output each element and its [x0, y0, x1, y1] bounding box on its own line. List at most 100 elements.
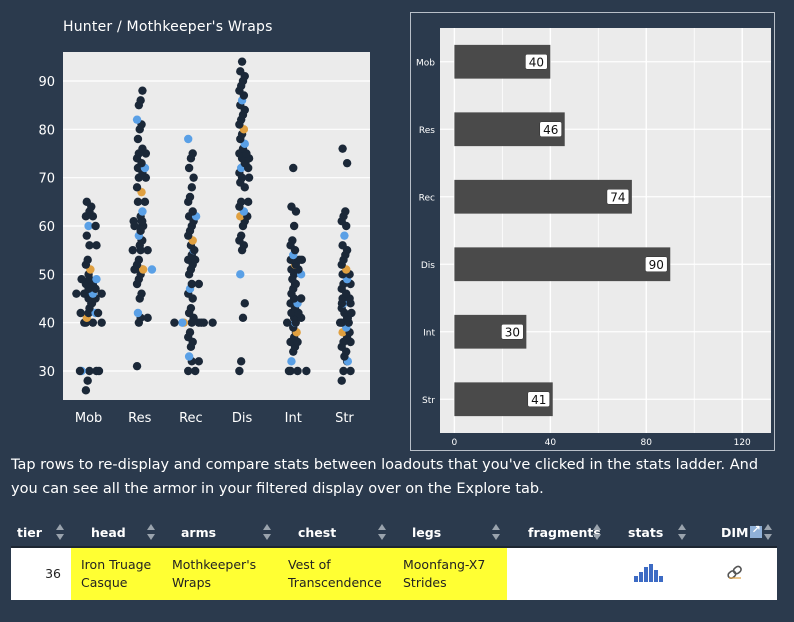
data-point [240, 299, 249, 308]
data-point [282, 318, 292, 327]
header-arms-label: arms [181, 524, 217, 540]
data-point [194, 279, 204, 289]
header-dim-label: DIM [721, 524, 749, 540]
data-label: 30 [505, 325, 520, 339]
data-point [143, 245, 152, 255]
data-point [91, 221, 100, 231]
data-label-box [539, 121, 563, 138]
header-fragments-label: fragments [528, 524, 601, 540]
data-label-box [525, 53, 548, 70]
strip-plot-title: Hunter / Mothkeeper's Wraps [63, 19, 273, 35]
header-chest-label: chest [298, 524, 337, 540]
y-tick-label: 30 [38, 365, 55, 380]
data-point [88, 318, 98, 327]
data-point [194, 357, 204, 366]
y-tick-label: 70 [38, 172, 55, 187]
cell-dim[interactable] [693, 547, 777, 600]
sort-icon[interactable] [56, 524, 65, 540]
x-tick-label: 40 [545, 438, 557, 448]
data-point [92, 274, 101, 284]
data-point [238, 313, 248, 323]
header-arms[interactable]: arms [162, 518, 278, 548]
sort-icon[interactable] [147, 524, 156, 540]
table-header-row: tier head arms chest legs fragments stat… [11, 518, 777, 548]
data-point [133, 197, 143, 207]
header-tier-label: tier [17, 524, 42, 540]
data-point [296, 294, 306, 303]
sort-icon[interactable] [378, 524, 387, 540]
data-point [133, 134, 143, 144]
data-point [76, 308, 85, 318]
data-point [188, 207, 197, 216]
data-point [187, 279, 197, 289]
data-point [339, 366, 348, 376]
external-link-icon[interactable] [750, 523, 763, 538]
data-point [288, 236, 297, 245]
data-point [293, 366, 302, 376]
cell-head: Iron Truage Casque [71, 547, 162, 600]
table-row[interactable]: 36 Iron Truage Casque Mothkeeper's Wraps… [11, 547, 777, 600]
strip-plot: 30 40 50 60 70 80 90 Mob Res Rec Dis Int Str [38, 52, 370, 426]
y-tick-label: 80 [38, 123, 55, 138]
y-tick-label: 50 [38, 268, 55, 283]
header-tier[interactable]: tier [11, 518, 71, 548]
data-point [178, 318, 187, 327]
sort-icon[interactable] [764, 524, 773, 540]
y-tick-label: 90 [38, 75, 55, 90]
plot-background [440, 28, 771, 433]
header-chest[interactable]: chest [278, 518, 393, 548]
sort-icon[interactable] [492, 524, 501, 540]
data-point [189, 173, 198, 182]
data-point [289, 163, 298, 173]
data-point [208, 318, 217, 327]
header-fragments[interactable]: fragments [507, 518, 607, 548]
header-head[interactable]: head [71, 518, 162, 548]
data-point [244, 173, 254, 182]
data-point [93, 308, 103, 318]
data-point [128, 245, 137, 255]
data-point [236, 357, 246, 366]
data-point [186, 303, 196, 313]
cell-stats[interactable] [607, 547, 693, 600]
data-point [289, 221, 299, 231]
data-point [236, 270, 245, 279]
data-label: 46 [543, 123, 558, 137]
data-point [82, 197, 91, 207]
header-dim[interactable]: DIM [693, 518, 777, 548]
x-tick-label: 120 [734, 438, 751, 448]
data-label: 41 [531, 393, 546, 407]
data-point [287, 357, 296, 366]
data-label: 90 [649, 258, 664, 272]
data-point [287, 202, 296, 211]
bar-chart-icon[interactable] [633, 562, 667, 582]
data-label-box [527, 391, 551, 408]
data-point [85, 366, 94, 376]
sort-icon[interactable] [263, 524, 272, 540]
data-point [335, 318, 345, 327]
data-point [237, 57, 247, 66]
sort-icon[interactable] [593, 524, 602, 540]
data-point [77, 274, 86, 284]
data-point [199, 318, 209, 327]
data-point [340, 231, 349, 240]
data-point [132, 361, 142, 371]
bar [454, 179, 632, 214]
cell-chest: Vest of Transcendence [278, 547, 393, 600]
x-tick-label: 0 [452, 438, 458, 448]
data-point [138, 86, 147, 95]
data-label-box [501, 323, 524, 340]
data-point [82, 231, 91, 240]
header-legs[interactable]: legs [393, 518, 507, 548]
header-head-label: head [91, 524, 126, 540]
data-point [347, 308, 356, 318]
x-tick-label: Mob [75, 411, 102, 426]
header-stats[interactable]: stats [607, 518, 693, 548]
data-point [138, 144, 147, 153]
data-point [184, 163, 194, 173]
link-icon[interactable] [725, 564, 745, 580]
data-point [83, 376, 92, 385]
data-point [92, 241, 101, 250]
sort-icon[interactable] [678, 524, 687, 540]
data-point [140, 197, 150, 207]
data-point [337, 376, 346, 385]
